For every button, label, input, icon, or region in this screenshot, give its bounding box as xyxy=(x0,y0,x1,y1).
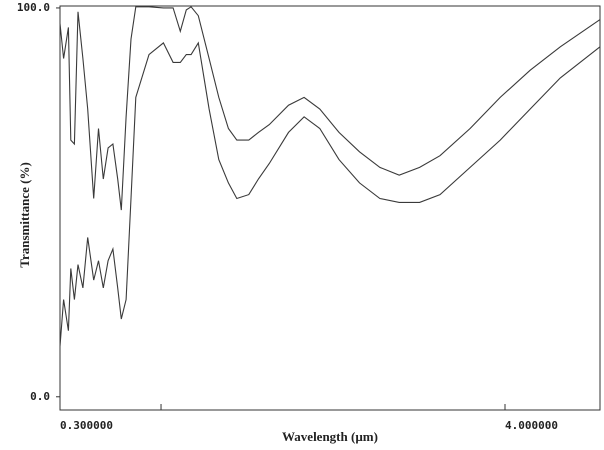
y-axis-title: Transmittance (%) xyxy=(17,162,32,268)
x-tick-label: 4.000000 xyxy=(505,419,558,432)
y-tick-label: 100.0 xyxy=(17,1,50,14)
plot-frame xyxy=(59,5,601,411)
line-series xyxy=(59,41,601,347)
x-tick-label: 0.300000 xyxy=(60,419,113,432)
line-series xyxy=(59,6,601,211)
x-axis-title: Wavelength (µm) xyxy=(282,429,378,444)
y-tick-label: 0.0 xyxy=(30,390,50,403)
